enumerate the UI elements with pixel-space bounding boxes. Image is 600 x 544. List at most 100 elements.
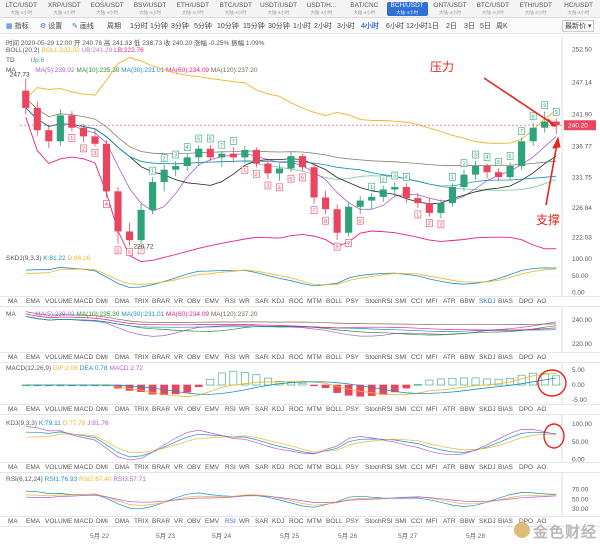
indicator-option[interactable]: DMA	[115, 354, 130, 361]
indicator-option[interactable]: CCI	[411, 518, 423, 525]
interval-option[interactable]: 1分钟	[150, 23, 168, 30]
interval-option[interactable]: 2日	[446, 23, 457, 30]
indicator-option[interactable]: EMA	[26, 354, 41, 361]
interval-option[interactable]: 4小时	[361, 23, 379, 30]
indicator-option[interactable]: SKDJ	[479, 518, 496, 525]
indicator-option[interactable]: EMV	[205, 518, 220, 525]
indicator-option[interactable]: ROC	[289, 406, 304, 413]
candle[interactable]	[437, 199, 445, 218]
indicator-option[interactable]: DPO	[519, 298, 534, 305]
indicator-option[interactable]: ATR	[443, 354, 456, 361]
indicator-option[interactable]: RSI	[225, 518, 236, 525]
indicator-option[interactable]: DMI	[96, 298, 108, 305]
indicator-option[interactable]: SKDJ	[479, 298, 496, 305]
candle[interactable]	[33, 101, 41, 136]
pair-tab[interactable]: USDT/H... 大陆·4小时	[301, 2, 342, 16]
interval-option[interactable]: 30分钟	[268, 23, 290, 30]
indicator-option[interactable]: BOLL	[326, 406, 343, 413]
indicator-option[interactable]: KDJ	[272, 298, 285, 305]
indicator-option[interactable]: SAR	[255, 354, 269, 361]
candle[interactable]	[448, 183, 457, 207]
indicator-option[interactable]: BRAR	[152, 354, 171, 361]
indicator-option[interactable]: BBW	[460, 298, 475, 305]
indicator-option[interactable]: KDJ	[272, 406, 285, 413]
pair-tab[interactable]: BSV/USDT 大陆·4小时	[130, 2, 171, 16]
candle[interactable]	[137, 203, 145, 244]
candle[interactable]	[529, 122, 537, 147]
indicator-option[interactable]: MTM	[307, 518, 322, 525]
interval-option[interactable]: 1小时	[293, 23, 311, 30]
indicator-option[interactable]: BOLL	[326, 518, 343, 525]
indicator-option[interactable]: DMI	[96, 518, 108, 525]
indicator-option[interactable]: MFI	[426, 298, 438, 305]
indicator-option[interactable]: WR	[239, 406, 250, 413]
indicator-option[interactable]: ATR	[443, 406, 456, 413]
indicator-option[interactable]: OBV	[187, 464, 201, 471]
indicator-option[interactable]: VOLUME	[45, 518, 73, 525]
indicator-option[interactable]: ROC	[289, 354, 304, 361]
pair-tab[interactable]: HC/USDT 大陆·4小时	[558, 2, 599, 16]
indicator-option[interactable]: SMI	[395, 406, 407, 413]
indicator-option[interactable]: RSI	[225, 464, 236, 471]
indicator-option[interactable]: VR	[174, 406, 184, 413]
indicator-option[interactable]: ROC	[289, 518, 304, 525]
pair-tab[interactable]: BAT/CNC 大陆·4小时	[344, 2, 385, 16]
indicator-option[interactable]: DMI	[96, 406, 108, 413]
indicator-option[interactable]: OBV	[187, 518, 201, 525]
indicator-option[interactable]: DPO	[519, 406, 534, 413]
candle[interactable]	[241, 146, 249, 164]
indicator-option[interactable]: MFI	[426, 464, 438, 471]
indicator-option[interactable]: WR	[239, 298, 250, 305]
indicator-option[interactable]: DPO	[519, 354, 534, 361]
indicator-option[interactable]: BBW	[460, 354, 475, 361]
candle[interactable]	[368, 193, 376, 210]
indicator-option[interactable]: EMA	[26, 406, 41, 413]
candle[interactable]	[298, 153, 307, 171]
candle[interactable]	[310, 163, 318, 204]
indicator-option[interactable]: KDJ	[272, 354, 285, 361]
indicator-option[interactable]: BOLL	[326, 354, 343, 361]
indicator-option[interactable]: AO	[537, 406, 547, 413]
indicator-option[interactable]: MACD	[74, 518, 94, 525]
indicator-option[interactable]: DMA	[115, 464, 130, 471]
indicator-option[interactable]: MA	[8, 464, 18, 471]
interval-option[interactable]: 2小时	[314, 23, 332, 30]
pair-tab[interactable]: BCH/USDT 大陆·4小时	[386, 2, 428, 16]
candle[interactable]	[102, 140, 111, 198]
indicator-option[interactable]: DMI	[96, 354, 108, 361]
indicator-option[interactable]: BBW	[460, 406, 475, 413]
indicator-option[interactable]: MTM	[307, 464, 322, 471]
candle[interactable]	[160, 164, 168, 192]
interval-option[interactable]: 6小时	[386, 23, 404, 30]
indicator-option[interactable]: RSI	[225, 354, 236, 361]
indicator-option[interactable]: OBV	[187, 354, 201, 361]
indicator-option[interactable]: KDJ	[272, 518, 285, 525]
indicator-option[interactable]: ATR	[443, 464, 456, 471]
indicator-option[interactable]: VOLUME	[45, 464, 73, 471]
indicator-option[interactable]: BRAR	[152, 406, 171, 413]
indicator-option[interactable]: PSY	[346, 298, 360, 305]
candle[interactable]	[425, 198, 433, 217]
indicator-option[interactable]: MFI	[426, 406, 438, 413]
indicator-option[interactable]: MACD	[74, 298, 94, 305]
candle[interactable]	[275, 163, 284, 181]
indicator-option[interactable]: BIAS	[498, 518, 513, 525]
indicator-option[interactable]: ROC	[289, 464, 304, 471]
indicator-option[interactable]: TRIX	[134, 354, 149, 361]
indicator-option[interactable]: CCI	[411, 354, 423, 361]
indicator-option[interactable]: WR	[239, 354, 250, 361]
indicator-option[interactable]: VOLUME	[45, 406, 73, 413]
candle[interactable]	[45, 124, 53, 149]
candle[interactable]	[229, 147, 237, 163]
candle[interactable]	[149, 177, 157, 215]
candle[interactable]	[333, 204, 341, 241]
indicator-option[interactable]: SAR	[255, 518, 269, 525]
pair-tab[interactable]: ETH/USDT 大陆·4小时	[172, 2, 213, 16]
indicator-option[interactable]: SMI	[395, 464, 407, 471]
interval-option[interactable]: 5分钟	[194, 23, 212, 30]
indicator-option[interactable]: BOLL	[326, 298, 343, 305]
interval-option[interactable]: 15分钟	[243, 23, 265, 30]
candle[interactable]	[322, 190, 330, 215]
indicator-option[interactable]: CCI	[411, 298, 423, 305]
indicator-option[interactable]: MA	[8, 518, 18, 525]
